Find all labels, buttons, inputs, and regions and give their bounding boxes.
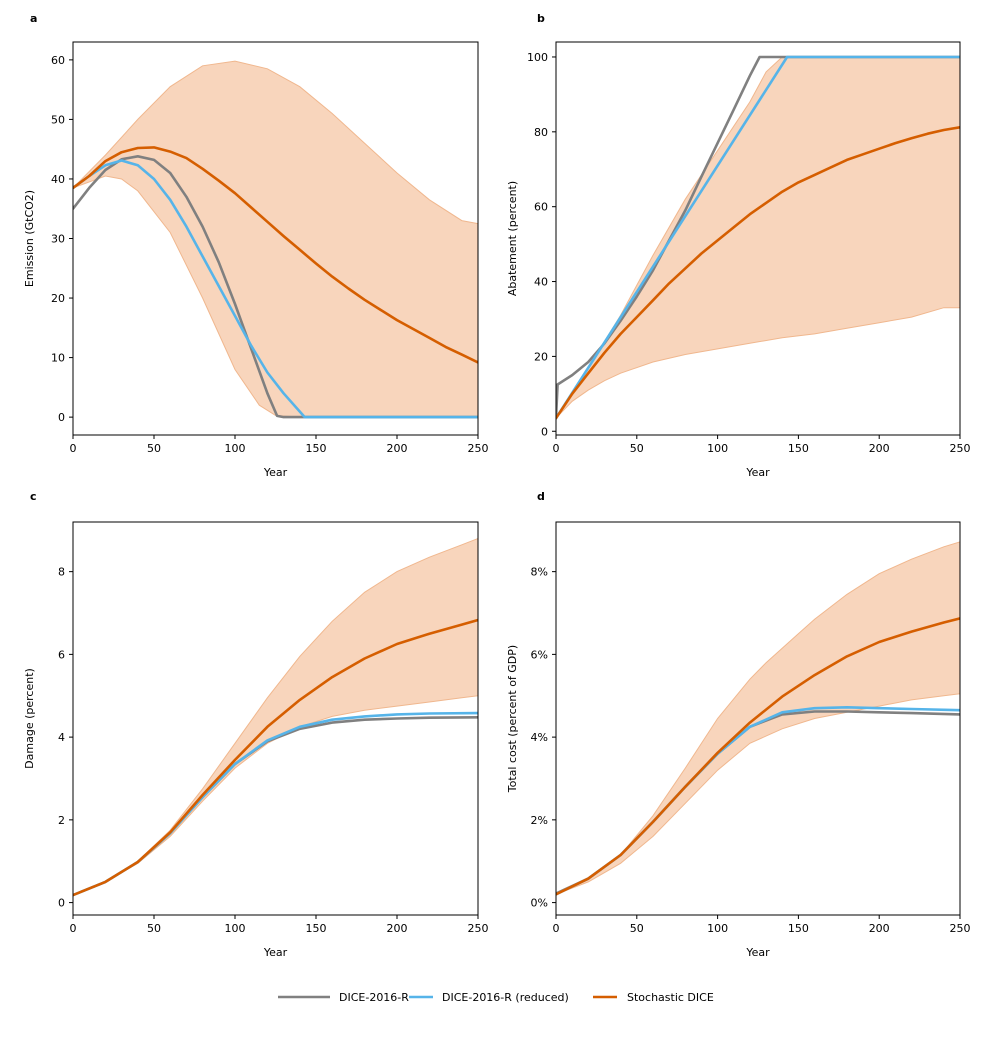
x-tick-label: 100 bbox=[225, 442, 246, 455]
y-tick-label: 10 bbox=[51, 352, 65, 365]
chart-panel-c: 0 50 100 150 200 250 0 2 4 6 8 Year Damage (percent)… bbox=[23, 490, 489, 959]
x-axis-label: Year bbox=[263, 466, 288, 479]
legend-item-stochastic: Stochastic DICE bbox=[593, 991, 714, 1004]
x-tick-label: 150 bbox=[788, 442, 809, 455]
panel-letter: b bbox=[537, 12, 545, 25]
x-tick-label: 250 bbox=[468, 442, 489, 455]
y-axis-label: Damage (percent) bbox=[23, 668, 36, 769]
y-tick-label: 30 bbox=[51, 233, 65, 246]
y-axis-label: Total cost (percent of GDP) bbox=[506, 645, 519, 793]
series-line-stochastic bbox=[556, 126, 960, 420]
y-tick-label: 4 bbox=[58, 731, 65, 744]
y-tick-label: 20 bbox=[51, 292, 65, 305]
x-tick-label: 100 bbox=[707, 442, 728, 455]
x-tick-label: 200 bbox=[387, 922, 408, 935]
y-tick-label: 60 bbox=[534, 201, 548, 214]
panel-letter: a bbox=[30, 12, 37, 25]
x-tick-label: 200 bbox=[869, 442, 890, 455]
x-tick-label: 150 bbox=[788, 922, 809, 935]
y-tick-label: 8 bbox=[58, 566, 65, 579]
y-tick-label: 2% bbox=[531, 814, 548, 827]
y-tick-label: 40 bbox=[534, 276, 548, 289]
uncertainty-band bbox=[73, 537, 478, 896]
plot-frame bbox=[555, 41, 961, 436]
plot-area bbox=[556, 541, 960, 896]
y-tick-label: 100 bbox=[527, 51, 548, 64]
x-tick-label: 0 bbox=[553, 922, 560, 935]
uncertainty-band bbox=[556, 541, 960, 895]
legend: DICE-2016-R DICE-2016-R (reduced) Stochast… bbox=[278, 991, 714, 1004]
y-tick-label: 4% bbox=[531, 731, 548, 744]
series-line-stochastic bbox=[73, 618, 478, 897]
y-tick-label: 40 bbox=[51, 173, 65, 186]
y-tick-label: 8% bbox=[531, 566, 548, 579]
panel-letter: c bbox=[30, 490, 37, 503]
x-tick-label: 0 bbox=[70, 922, 77, 935]
legend-item-dice: DICE-2016-R bbox=[278, 991, 409, 1004]
x-tick-label: 250 bbox=[950, 442, 971, 455]
plot-frame bbox=[555, 521, 961, 916]
y-tick-label: 0 bbox=[58, 411, 65, 424]
legend-label: DICE-2016-R bbox=[339, 991, 409, 1004]
chart-panel-a: 0 50 100 150 200 250 0 10 20 30 40 50 60 Year Emission… bbox=[23, 12, 489, 479]
x-tick-label: 150 bbox=[306, 442, 327, 455]
legend-label: Stochastic DICE bbox=[627, 991, 714, 1004]
y-tick-label: 60 bbox=[51, 54, 65, 67]
y-tick-label: 20 bbox=[534, 350, 548, 363]
x-tick-label: 0 bbox=[70, 442, 77, 455]
legend-label: DICE-2016-R (reduced) bbox=[442, 991, 569, 1004]
y-tick-label: 50 bbox=[51, 113, 65, 126]
x-axis-label: Year bbox=[745, 946, 770, 959]
plot-area bbox=[556, 55, 960, 420]
uncertainty-band bbox=[73, 60, 478, 418]
y-tick-label: 2 bbox=[58, 814, 65, 827]
series-line-stochastic bbox=[73, 146, 478, 364]
x-tick-label: 0 bbox=[553, 442, 560, 455]
plot-area bbox=[73, 537, 478, 897]
y-tick-label: 0 bbox=[541, 425, 548, 438]
y-tick-label: 80 bbox=[534, 126, 548, 139]
y-axis-label: Emission (GtCO2) bbox=[23, 190, 36, 287]
y-tick-label: 0 bbox=[58, 897, 65, 910]
series-line-dice bbox=[73, 715, 478, 897]
legend-item-reduced: DICE-2016-R (reduced) bbox=[409, 991, 569, 1004]
y-tick-label: 0% bbox=[531, 897, 548, 910]
x-tick-label: 250 bbox=[950, 922, 971, 935]
series-line-stochastic bbox=[556, 617, 960, 896]
chart-panel-b: 0 50 100 150 200 250 0 20 40 60 80 100 Year Abatement… bbox=[506, 12, 971, 479]
x-axis-label: Year bbox=[745, 466, 770, 479]
x-tick-label: 200 bbox=[869, 922, 890, 935]
x-tick-label: 200 bbox=[387, 442, 408, 455]
series-line-reduced bbox=[556, 55, 960, 420]
x-tick-label: 250 bbox=[468, 922, 489, 935]
x-axis-label: Year bbox=[263, 946, 288, 959]
x-tick-label: 150 bbox=[306, 922, 327, 935]
series-line-reduced bbox=[73, 711, 478, 897]
plot-area bbox=[73, 60, 478, 419]
x-tick-label: 100 bbox=[707, 922, 728, 935]
x-tick-label: 100 bbox=[225, 922, 246, 935]
y-tick-label: 6 bbox=[58, 648, 65, 661]
panel-letter: d bbox=[537, 490, 545, 503]
y-tick-label: 6% bbox=[531, 648, 548, 661]
x-tick-label: 50 bbox=[630, 922, 644, 935]
uncertainty-band bbox=[556, 56, 960, 419]
series-line-reduced bbox=[73, 159, 478, 419]
chart-panel-d: 0 50 100 150 200 250 0% 2% 4% 6% 8% Year Total cost … bbox=[506, 490, 971, 959]
x-tick-label: 50 bbox=[147, 442, 161, 455]
x-tick-label: 50 bbox=[630, 442, 644, 455]
plot-frame bbox=[72, 521, 479, 916]
x-tick-label: 50 bbox=[147, 922, 161, 935]
y-axis-label: Abatement (percent) bbox=[506, 181, 519, 296]
